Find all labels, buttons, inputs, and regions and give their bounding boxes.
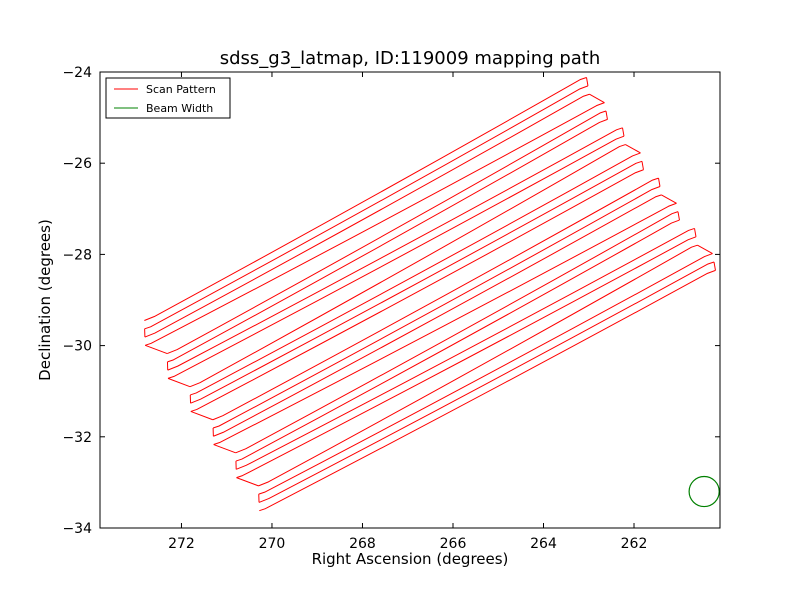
scan-line (144, 76, 587, 321)
scan-turnaround (661, 194, 677, 204)
plot-frame (99, 71, 721, 529)
scan-turnaround (213, 444, 236, 454)
scan-turnaround (641, 161, 644, 170)
plot-area (99, 71, 721, 529)
scan-line (258, 244, 698, 487)
scan-line (167, 127, 623, 371)
y-tick-label: −24 (62, 65, 92, 81)
scan-line (190, 169, 644, 412)
scan-line (259, 269, 716, 512)
legend: Scan Pattern Beam Width (105, 77, 231, 119)
legend-label-scan-pattern: Scan Pattern (146, 83, 216, 96)
scan-turnaround (694, 228, 697, 237)
scan-line (235, 219, 680, 462)
scan-line (213, 194, 662, 437)
x-tick-label: 272 (168, 536, 195, 552)
y-axis-label: Declination (degrees) (36, 219, 54, 381)
scan-line (236, 227, 695, 470)
scan-line (236, 236, 697, 479)
scan-turnaround (625, 144, 641, 154)
y-tick-label: −34 (62, 521, 92, 537)
x-tick-label: 268 (349, 536, 376, 552)
scan-turnaround (677, 211, 680, 221)
beam-width-series (688, 475, 720, 508)
scan-line (144, 85, 589, 330)
scan-turnaround (589, 93, 605, 104)
y-tick-label: −30 (62, 339, 92, 355)
y-tick-label: −28 (62, 247, 92, 263)
y-axis: −24 −26 −28 −30 −32 −34 (62, 65, 720, 537)
beam-width-circle (688, 475, 720, 508)
scan-turnaround (622, 127, 625, 137)
scan-line (167, 118, 608, 363)
scan-line (189, 144, 626, 388)
scan-turnaround (713, 261, 716, 271)
scan-turnaround (190, 410, 213, 421)
scan-turnaround (586, 77, 589, 86)
legend-box (105, 77, 231, 119)
scan-line (190, 152, 641, 396)
scan-line (166, 110, 607, 355)
scan-turnaround (658, 178, 661, 187)
x-axis: 272 270 268 266 264 262 (168, 72, 647, 552)
scan-line (144, 93, 590, 338)
scan-line (167, 135, 625, 379)
scan-turnaround (145, 344, 168, 355)
scan-line (212, 177, 659, 421)
scan-turnaround (236, 477, 259, 487)
x-tick-label: 266 (440, 536, 467, 552)
chart-title: sdss_g3_latmap, ID:119009 mapping path (220, 48, 601, 69)
scan-line (235, 211, 679, 454)
scan-line (145, 102, 605, 346)
y-tick-label: −26 (62, 156, 92, 172)
x-axis-label: Right Ascension (degrees) (312, 550, 509, 568)
x-tick-label: 270 (259, 536, 286, 552)
plot-background (100, 72, 720, 528)
y-tick-label: −32 (62, 430, 92, 446)
scan-line (258, 253, 713, 495)
legend-label-beam-width: Beam Width (146, 102, 213, 115)
scan-line (190, 160, 643, 404)
scan-turnaround (697, 244, 713, 255)
x-tick-label: 264 (530, 536, 557, 552)
scan-turnaround (605, 110, 608, 120)
scan-line (212, 186, 661, 429)
scan-line (213, 202, 677, 446)
scan-line (258, 261, 715, 503)
x-tick-label: 262 (621, 536, 648, 552)
scan-pattern-series (144, 76, 716, 512)
scan-turnaround (167, 377, 191, 388)
